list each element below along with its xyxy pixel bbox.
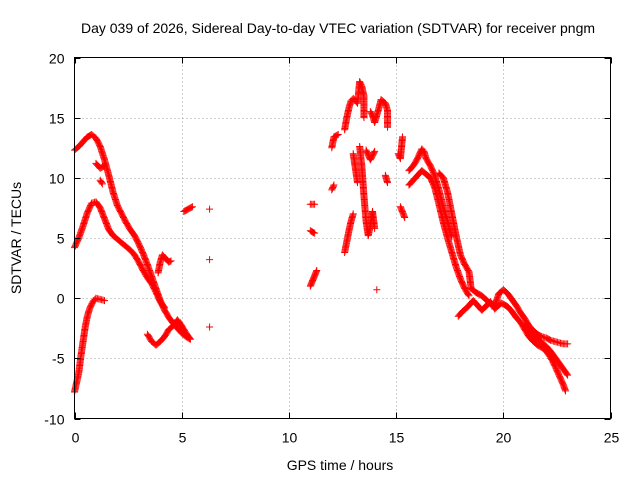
series-track-c [71, 294, 109, 396]
series-track-f [180, 203, 214, 331]
data-point [329, 182, 337, 190]
data-point [311, 229, 319, 237]
data-point [167, 257, 175, 265]
x-tick-label: 25 [604, 430, 620, 446]
series-track-q [521, 321, 572, 379]
y-tick-label: -10 [44, 412, 64, 428]
x-tick-label: 15 [389, 430, 405, 446]
series-track-g [92, 159, 109, 188]
y-tick-label: 5 [57, 231, 65, 247]
data-point [330, 181, 338, 189]
y-tick-label: 10 [49, 171, 65, 187]
y-tick-label: 0 [57, 291, 65, 307]
grid-lines [74, 57, 611, 419]
data-point [334, 131, 342, 139]
data-point [370, 149, 378, 157]
data-point [371, 224, 379, 232]
data-point [166, 257, 174, 265]
data-point [349, 210, 357, 218]
y-tick-label: 20 [49, 51, 65, 67]
tick-labels: 0 5 10 15 20 25 -10 -5 0 5 10 15 20 [44, 51, 619, 446]
x-tick-label: 10 [282, 430, 298, 446]
series-track-k [349, 143, 379, 240]
data-point [464, 291, 472, 299]
series-track-l [366, 96, 392, 294]
data-point [311, 200, 319, 208]
data-point [188, 203, 196, 211]
data-point [98, 180, 106, 188]
data-point [161, 304, 169, 312]
series-track-i [328, 131, 357, 256]
axis-ticks [74, 57, 612, 420]
series-track-j [341, 78, 368, 134]
data-point [98, 179, 106, 187]
data-point [564, 371, 572, 379]
y-tick-label: -5 [52, 351, 65, 367]
data-point [384, 179, 392, 187]
x-tick-label: 5 [179, 430, 187, 446]
data-point [186, 335, 194, 343]
data-point [206, 205, 214, 213]
data-point [360, 114, 368, 122]
x-axis-label: GPS time / hours [287, 457, 394, 473]
data-point [564, 340, 572, 348]
data-point [465, 292, 473, 300]
data-point [373, 286, 381, 294]
data-point [401, 214, 409, 222]
data-point [99, 162, 107, 170]
data-point [384, 123, 392, 131]
data-point [101, 162, 109, 170]
series-track-d [143, 316, 194, 349]
series-track-n [405, 167, 473, 300]
data-point [563, 370, 571, 378]
data-point [206, 323, 214, 331]
data-point [101, 297, 109, 305]
series-track-h [306, 200, 321, 290]
data-point [310, 229, 318, 237]
series-track-e [154, 251, 175, 277]
y-axis-label: SDTVAR / TECUs [8, 182, 24, 294]
data-point [160, 303, 168, 311]
x-tick-label: 20 [496, 430, 512, 446]
chart-title: Day 039 of 2026, Sidereal Day-to-day VTE… [81, 20, 595, 36]
y-tick-label: 15 [49, 111, 65, 127]
data-points [71, 78, 572, 396]
data-point [206, 256, 214, 264]
data-point [313, 266, 321, 274]
data-point [333, 131, 341, 139]
data-point [399, 133, 407, 141]
data-point [371, 147, 379, 155]
data-point [561, 387, 569, 395]
data-point [186, 334, 194, 342]
series-track-b [71, 198, 169, 312]
data-point [187, 203, 195, 211]
x-tick-label: 0 [72, 430, 80, 446]
